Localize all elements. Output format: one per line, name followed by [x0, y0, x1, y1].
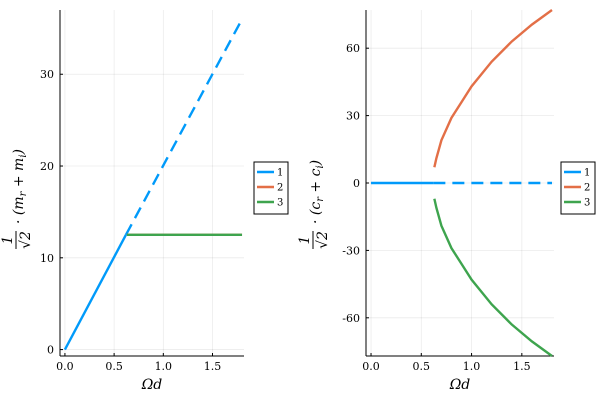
y-label-denominator: √2 — [18, 231, 34, 249]
series-3-line — [433, 198, 553, 357]
series-2-line — [433, 9, 553, 168]
y-tick-label: 0 — [47, 344, 54, 357]
y-tick-label: 10 — [40, 252, 54, 265]
y-tick-label: -30 — [342, 244, 360, 257]
y-axis-label: 1 √2 · (cr + ci) — [297, 160, 331, 249]
x-tick-label: 1.5 — [204, 360, 222, 373]
y-tick-label: 20 — [40, 160, 54, 173]
y-label-numerator: 1 — [0, 236, 16, 245]
y-tick-label: 0 — [353, 177, 360, 190]
y-tick-label: 30 — [346, 110, 360, 123]
legend-label-1: 1 — [584, 168, 590, 179]
x-tick-label: 0.0 — [362, 360, 380, 373]
y-label-numerator: 1 — [297, 236, 313, 245]
legend-label-2: 2 — [277, 183, 283, 194]
series-1-line — [63, 234, 127, 351]
legend-label-3: 3 — [277, 198, 283, 209]
legend-label-2: 2 — [584, 183, 590, 194]
y-axis-label: 1 √2 · (mr + mi) — [0, 149, 34, 249]
x-axis-label: Ωd — [141, 377, 163, 393]
x-tick-label: 0.0 — [56, 360, 74, 373]
legend-label-1: 1 — [277, 168, 283, 179]
x-tick-label: 1.0 — [155, 360, 173, 373]
y-label-denominator: √2 — [315, 231, 331, 249]
x-axis-label: Ωd — [449, 377, 471, 393]
x-tick-label: 0.5 — [413, 360, 431, 373]
y-label-expression: · (cr + ci) — [308, 160, 326, 224]
y-label-expression: · (mr + mi) — [11, 149, 29, 224]
series-1-line — [124, 18, 244, 236]
y-tick-label: 60 — [346, 42, 360, 55]
y-tick-label: 30 — [40, 68, 54, 81]
y-tick-label: -60 — [342, 312, 360, 325]
x-tick-label: 1.0 — [463, 360, 481, 373]
x-tick-label: 1.5 — [513, 360, 531, 373]
legend: 1 2 3 — [253, 161, 289, 215]
x-tick-label: 0.5 — [105, 360, 123, 373]
legend: 1 2 3 — [560, 161, 596, 215]
legend-label-3: 3 — [584, 198, 590, 209]
